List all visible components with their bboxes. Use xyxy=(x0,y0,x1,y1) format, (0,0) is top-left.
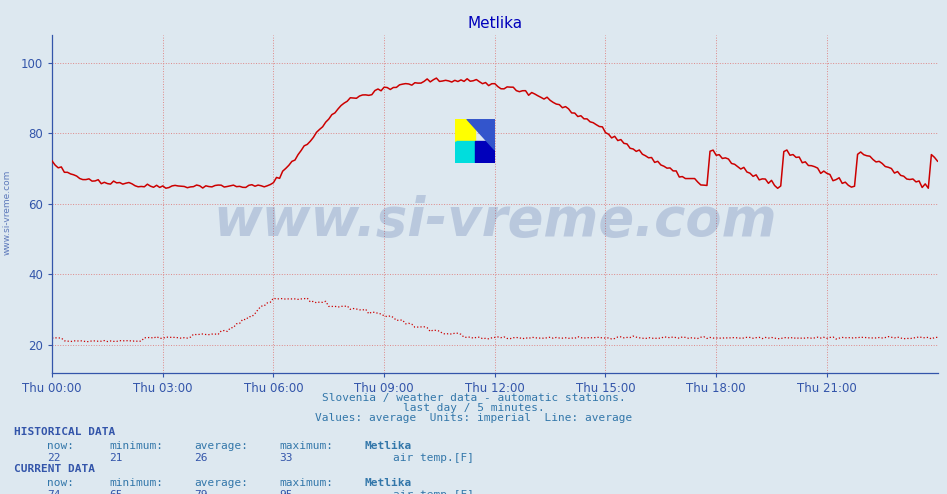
Text: last day / 5 minutes.: last day / 5 minutes. xyxy=(402,403,545,412)
Bar xyxy=(455,141,474,163)
Text: maximum:: maximum: xyxy=(279,478,333,488)
Text: 95: 95 xyxy=(279,490,293,494)
Text: www.si-vreme.com: www.si-vreme.com xyxy=(213,195,777,247)
Text: Metlika: Metlika xyxy=(365,441,412,451)
Text: now:: now: xyxy=(47,478,75,488)
Text: average:: average: xyxy=(194,441,248,451)
Text: minimum:: minimum: xyxy=(109,478,163,488)
Text: 21: 21 xyxy=(109,453,122,463)
Text: maximum:: maximum: xyxy=(279,441,333,451)
Text: 79: 79 xyxy=(194,490,207,494)
Title: Metlika: Metlika xyxy=(467,16,523,31)
Bar xyxy=(474,141,495,163)
Text: air temp.[F]: air temp.[F] xyxy=(393,490,474,494)
Polygon shape xyxy=(467,119,495,150)
Text: Values: average  Units: imperial  Line: average: Values: average Units: imperial Line: av… xyxy=(314,413,633,423)
Text: now:: now: xyxy=(47,441,75,451)
Text: www.si-vreme.com: www.si-vreme.com xyxy=(3,170,12,255)
Text: Slovenia / weather data - automatic stations.: Slovenia / weather data - automatic stat… xyxy=(322,393,625,403)
Text: 74: 74 xyxy=(47,490,61,494)
Text: 22: 22 xyxy=(47,453,61,463)
Text: CURRENT DATA: CURRENT DATA xyxy=(14,464,96,474)
Text: Metlika: Metlika xyxy=(365,478,412,488)
Polygon shape xyxy=(455,119,465,141)
Bar xyxy=(455,119,474,141)
Text: minimum:: minimum: xyxy=(109,441,163,451)
Text: average:: average: xyxy=(194,478,248,488)
Text: HISTORICAL DATA: HISTORICAL DATA xyxy=(14,427,116,437)
Text: 33: 33 xyxy=(279,453,293,463)
Text: 26: 26 xyxy=(194,453,207,463)
Text: air temp.[F]: air temp.[F] xyxy=(393,453,474,463)
Text: 65: 65 xyxy=(109,490,122,494)
